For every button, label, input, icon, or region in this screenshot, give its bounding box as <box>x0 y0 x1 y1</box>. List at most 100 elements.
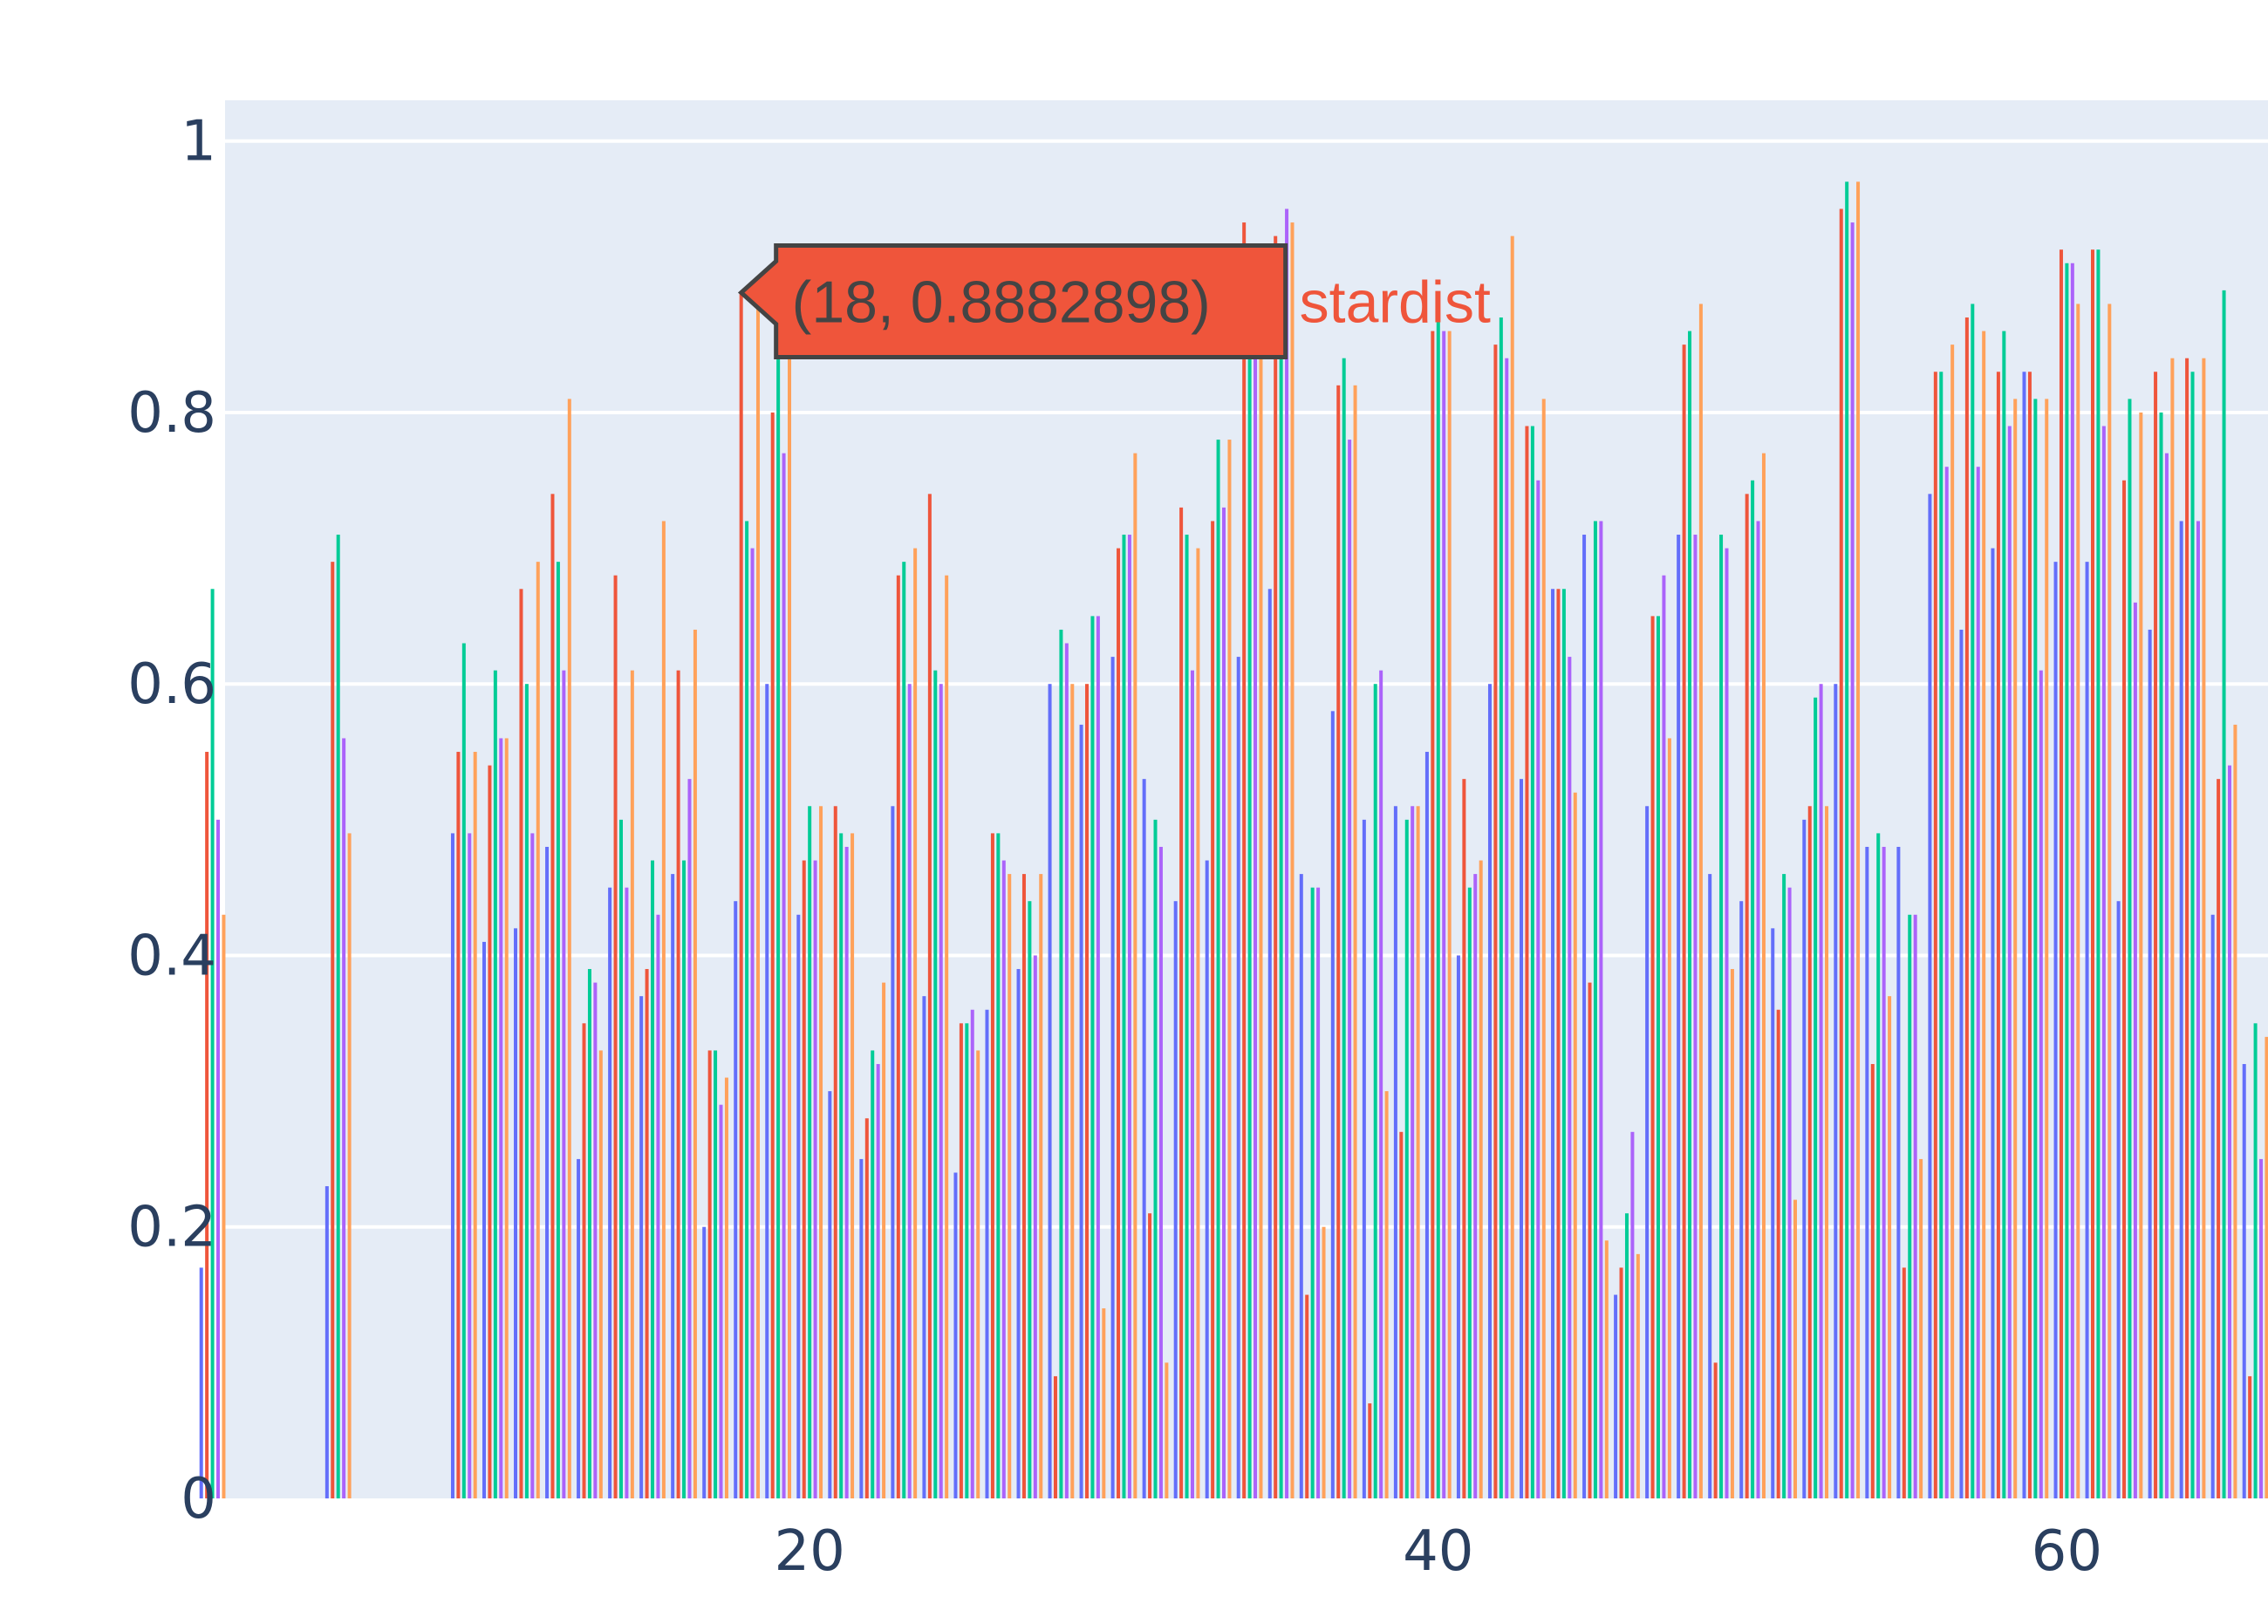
bar[interactable] <box>755 304 760 1499</box>
bar[interactable] <box>1636 1253 1640 1498</box>
bar[interactable] <box>1630 1131 1635 1498</box>
bar[interactable] <box>222 914 226 1498</box>
bar[interactable] <box>651 860 655 1498</box>
bar[interactable] <box>1771 928 1775 1498</box>
bar[interactable] <box>1944 467 1949 1498</box>
bar[interactable] <box>2217 779 2221 1498</box>
bar[interactable] <box>922 996 926 1498</box>
bar[interactable] <box>1996 372 2000 1498</box>
bar[interactable] <box>1436 317 1440 1498</box>
bar[interactable] <box>1110 657 1115 1498</box>
bar[interactable] <box>939 684 943 1498</box>
bar[interactable] <box>1908 914 1912 1498</box>
bar[interactable] <box>933 670 938 1498</box>
bar[interactable] <box>1624 1213 1629 1498</box>
bar[interactable] <box>1117 548 1121 1498</box>
bar[interactable] <box>2196 521 2200 1498</box>
bar[interactable] <box>1950 345 1955 1498</box>
bar[interactable] <box>927 494 932 1498</box>
bar[interactable] <box>210 589 215 1498</box>
bar[interactable] <box>324 1186 329 1498</box>
bar[interactable] <box>976 1050 980 1498</box>
bar[interactable] <box>1645 806 1650 1498</box>
bar[interactable] <box>1725 548 1729 1498</box>
bar[interactable] <box>833 806 837 1498</box>
bar[interactable] <box>1819 684 1823 1498</box>
bar[interactable] <box>1493 345 1498 1498</box>
bar[interactable] <box>750 548 755 1498</box>
bar[interactable] <box>536 562 540 1498</box>
bar[interactable] <box>499 738 503 1498</box>
bar[interactable] <box>2170 358 2175 1499</box>
bar[interactable] <box>1070 684 1075 1498</box>
bar[interactable] <box>2259 1158 2264 1498</box>
bar[interactable] <box>1148 1213 1152 1498</box>
bar[interactable] <box>556 562 560 1498</box>
bar[interactable] <box>724 1077 728 1498</box>
bar[interactable] <box>582 1023 586 1498</box>
bar[interactable] <box>770 412 775 1499</box>
bar[interactable] <box>587 969 591 1498</box>
bar[interactable] <box>1222 507 1226 1498</box>
bar[interactable] <box>488 765 492 1498</box>
bar[interactable] <box>1693 535 1698 1498</box>
bar[interactable] <box>1568 657 1572 1498</box>
bar[interactable] <box>1153 819 1158 1498</box>
bar[interactable] <box>2148 629 2152 1498</box>
bar[interactable] <box>1745 494 1749 1498</box>
bar[interactable] <box>1001 860 1006 1498</box>
bar[interactable] <box>216 819 221 1498</box>
bar[interactable] <box>1211 521 1215 1498</box>
bar[interactable] <box>2033 399 2038 1499</box>
bar[interactable] <box>1205 860 1209 1498</box>
bar[interactable] <box>1165 1362 1169 1498</box>
bar[interactable] <box>996 833 1001 1498</box>
bar[interactable] <box>1807 806 1812 1498</box>
bar[interactable] <box>819 806 823 1498</box>
bar[interactable] <box>1310 887 1315 1498</box>
bar[interactable] <box>2253 1023 2258 1498</box>
bar[interactable] <box>1682 345 1686 1498</box>
bar[interactable] <box>1008 874 1012 1498</box>
bar[interactable] <box>671 874 675 1498</box>
bar[interactable] <box>1604 1240 1609 1498</box>
bar[interactable] <box>1462 779 1466 1498</box>
bar[interactable] <box>1290 222 1295 1498</box>
bar[interactable] <box>1322 1226 1326 1498</box>
bar[interactable] <box>1196 548 1200 1498</box>
bar[interactable] <box>1761 453 1766 1498</box>
bar[interactable] <box>1856 181 1861 1498</box>
bar[interactable] <box>2133 602 2137 1498</box>
bar[interactable] <box>2265 1036 2268 1498</box>
bar[interactable] <box>1505 358 1509 1499</box>
bar[interactable] <box>2222 290 2226 1498</box>
bar[interactable] <box>896 575 900 1498</box>
bar[interactable] <box>1487 684 1492 1498</box>
bar[interactable] <box>1614 1294 1618 1498</box>
bar[interactable] <box>864 1118 869 1498</box>
bar[interactable] <box>1896 846 1901 1498</box>
bar[interactable] <box>891 806 895 1498</box>
bar[interactable] <box>1756 521 1760 1498</box>
bar[interactable] <box>714 1050 718 1498</box>
bar[interactable] <box>1719 535 1724 1498</box>
bar[interactable] <box>1190 670 1194 1498</box>
bar[interactable] <box>2139 412 2143 1499</box>
bar[interactable] <box>1368 1403 1372 1498</box>
bar[interactable] <box>839 833 844 1498</box>
bar[interactable] <box>1839 208 1843 1498</box>
bar[interactable] <box>1247 276 1252 1499</box>
bar[interactable] <box>1530 426 1534 1499</box>
bar[interactable] <box>598 1050 603 1498</box>
bar[interactable] <box>2007 426 2012 1499</box>
bar[interactable] <box>702 1226 707 1498</box>
bar[interactable] <box>1520 779 1524 1498</box>
bar[interactable] <box>1708 874 1712 1498</box>
bar[interactable] <box>1933 372 1937 1498</box>
bar[interactable] <box>1442 331 1446 1499</box>
bar[interactable] <box>1416 806 1420 1498</box>
bar[interactable] <box>1336 385 1341 1499</box>
bar[interactable] <box>828 1091 832 1498</box>
bar[interactable] <box>985 1009 989 1498</box>
bar[interactable] <box>959 1023 963 1498</box>
